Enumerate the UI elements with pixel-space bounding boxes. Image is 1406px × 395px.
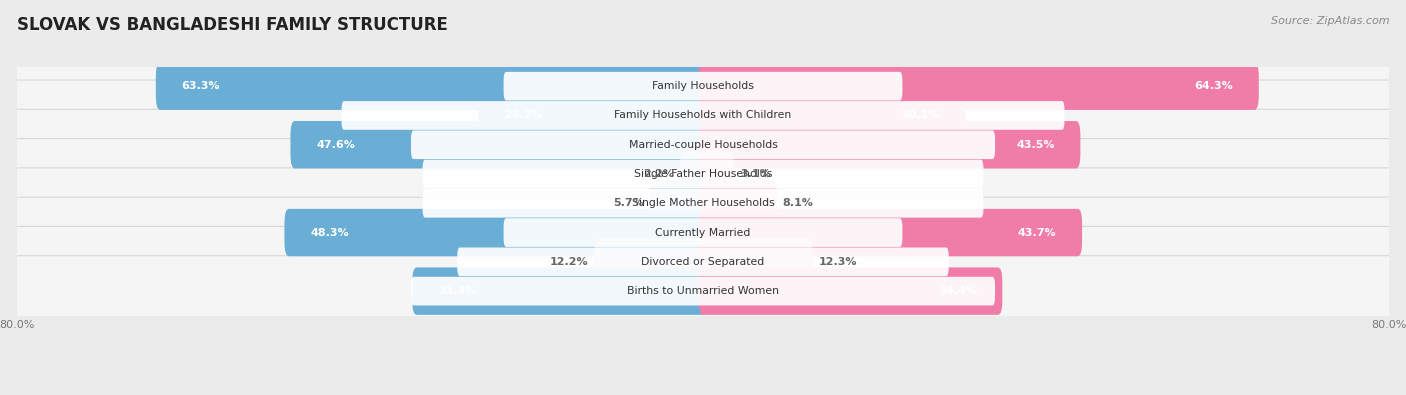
FancyBboxPatch shape: [699, 92, 966, 139]
Text: Married-couple Households: Married-couple Households: [628, 140, 778, 150]
FancyBboxPatch shape: [10, 197, 1396, 268]
FancyBboxPatch shape: [284, 209, 707, 256]
Text: 43.7%: 43.7%: [1018, 228, 1056, 237]
Text: 8.1%: 8.1%: [783, 198, 814, 208]
Text: Family Households: Family Households: [652, 81, 754, 91]
Text: 12.2%: 12.2%: [550, 257, 588, 267]
Text: Single Mother Households: Single Mother Households: [631, 198, 775, 208]
Text: 5.7%: 5.7%: [613, 198, 644, 208]
Text: 34.4%: 34.4%: [938, 286, 977, 296]
FancyBboxPatch shape: [699, 121, 1080, 168]
FancyBboxPatch shape: [595, 238, 707, 286]
FancyBboxPatch shape: [342, 101, 1064, 130]
FancyBboxPatch shape: [10, 168, 1396, 239]
FancyBboxPatch shape: [10, 256, 1396, 327]
Text: 25.7%: 25.7%: [503, 111, 543, 120]
FancyBboxPatch shape: [478, 92, 707, 139]
FancyBboxPatch shape: [10, 139, 1396, 209]
FancyBboxPatch shape: [156, 62, 707, 110]
FancyBboxPatch shape: [699, 150, 734, 198]
Text: 64.3%: 64.3%: [1194, 81, 1233, 91]
Legend: Slovak, Bangladeshi: Slovak, Bangladeshi: [609, 391, 797, 395]
Text: Currently Married: Currently Married: [655, 228, 751, 237]
FancyBboxPatch shape: [291, 121, 707, 168]
FancyBboxPatch shape: [10, 226, 1396, 297]
Text: Source: ZipAtlas.com: Source: ZipAtlas.com: [1271, 16, 1389, 26]
Text: Divorced or Separated: Divorced or Separated: [641, 257, 765, 267]
Text: Family Households with Children: Family Households with Children: [614, 111, 792, 120]
Text: 2.2%: 2.2%: [643, 169, 673, 179]
FancyBboxPatch shape: [411, 277, 995, 305]
FancyBboxPatch shape: [411, 130, 995, 159]
FancyBboxPatch shape: [457, 248, 949, 276]
FancyBboxPatch shape: [699, 180, 776, 227]
Text: Single Father Households: Single Father Households: [634, 169, 772, 179]
FancyBboxPatch shape: [10, 80, 1396, 151]
Text: 12.3%: 12.3%: [818, 257, 858, 267]
FancyBboxPatch shape: [423, 189, 983, 218]
FancyBboxPatch shape: [10, 51, 1396, 122]
FancyBboxPatch shape: [699, 62, 1258, 110]
Text: 30.1%: 30.1%: [901, 111, 939, 120]
Text: Births to Unmarried Women: Births to Unmarried Women: [627, 286, 779, 296]
FancyBboxPatch shape: [650, 180, 707, 227]
FancyBboxPatch shape: [10, 109, 1396, 180]
FancyBboxPatch shape: [699, 209, 1083, 256]
FancyBboxPatch shape: [503, 218, 903, 247]
Text: 47.6%: 47.6%: [316, 140, 356, 150]
Text: 33.4%: 33.4%: [439, 286, 477, 296]
FancyBboxPatch shape: [681, 150, 707, 198]
FancyBboxPatch shape: [423, 160, 983, 188]
Text: SLOVAK VS BANGLADESHI FAMILY STRUCTURE: SLOVAK VS BANGLADESHI FAMILY STRUCTURE: [17, 16, 447, 34]
Text: 3.1%: 3.1%: [740, 169, 770, 179]
Text: 48.3%: 48.3%: [311, 228, 349, 237]
FancyBboxPatch shape: [503, 72, 903, 100]
FancyBboxPatch shape: [412, 267, 707, 315]
Text: 43.5%: 43.5%: [1017, 140, 1054, 150]
FancyBboxPatch shape: [699, 267, 1002, 315]
Text: 63.3%: 63.3%: [181, 81, 221, 91]
FancyBboxPatch shape: [699, 238, 813, 286]
